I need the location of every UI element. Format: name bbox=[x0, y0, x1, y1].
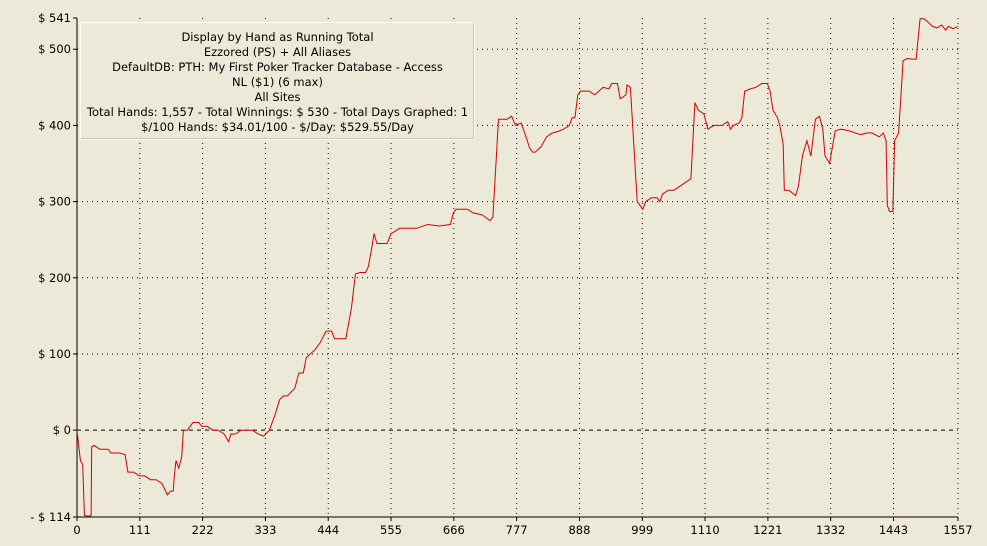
x-tick-label: 999 bbox=[631, 523, 653, 537]
y-tick-label: $ 0 bbox=[53, 423, 71, 437]
info-line-database: DefaultDB: PTH: My First Poker Tracker D… bbox=[112, 60, 443, 74]
y-tick-label: $ 541 bbox=[38, 11, 71, 25]
y-tick-label: $ 100 bbox=[38, 347, 71, 361]
x-tick-label: 1557 bbox=[943, 523, 972, 537]
x-tick-label: 555 bbox=[380, 523, 402, 537]
info-line-game: NL ($1) (6 max) bbox=[232, 75, 323, 89]
y-tick-label: $ 200 bbox=[38, 271, 71, 285]
y-tick-label: $ 400 bbox=[38, 118, 71, 132]
x-tick-label: 111 bbox=[129, 523, 151, 537]
x-tick-label: 888 bbox=[568, 523, 590, 537]
info-line-player: Ezzored (PS) + All Aliases bbox=[203, 45, 352, 59]
y-tick-label: $ 300 bbox=[38, 195, 71, 209]
chart-info-box: Display by Hand as Running Total Ezzored… bbox=[80, 22, 475, 140]
x-tick-label: 222 bbox=[192, 523, 214, 537]
x-tick-label: 0 bbox=[73, 523, 80, 537]
x-tick-label: 777 bbox=[506, 523, 528, 537]
x-tick-label: 666 bbox=[443, 523, 465, 537]
tick-layer: $ 541 $ 500 $ 400 $ 300 $ 200 $ 100 $ 0 - $ 114… bbox=[30, 11, 972, 537]
y-tick-label: - $ 114 bbox=[30, 510, 71, 524]
series-layer bbox=[76, 18, 959, 517]
series-line bbox=[76, 18, 959, 517]
x-tick-label: 1332 bbox=[816, 523, 845, 537]
x-tick-label: 1221 bbox=[753, 523, 782, 537]
x-tick-label: 1443 bbox=[879, 523, 908, 537]
info-line-totals: Total Hands: 1,557 - Total Winnings: $ 5… bbox=[86, 105, 469, 119]
x-tick-label: 333 bbox=[254, 523, 276, 537]
info-line-title: Display by Hand as Running Total bbox=[181, 30, 374, 44]
info-line-sites: All Sites bbox=[254, 90, 301, 104]
y-tick-label: $ 500 bbox=[38, 42, 71, 56]
grid-layer bbox=[77, 18, 959, 517]
x-tick-label: 1110 bbox=[690, 523, 719, 537]
x-tick-label: 444 bbox=[317, 523, 339, 537]
info-line-rates: $/100 Hands: $34.01/100 - $/Day: $529.55… bbox=[141, 120, 414, 134]
